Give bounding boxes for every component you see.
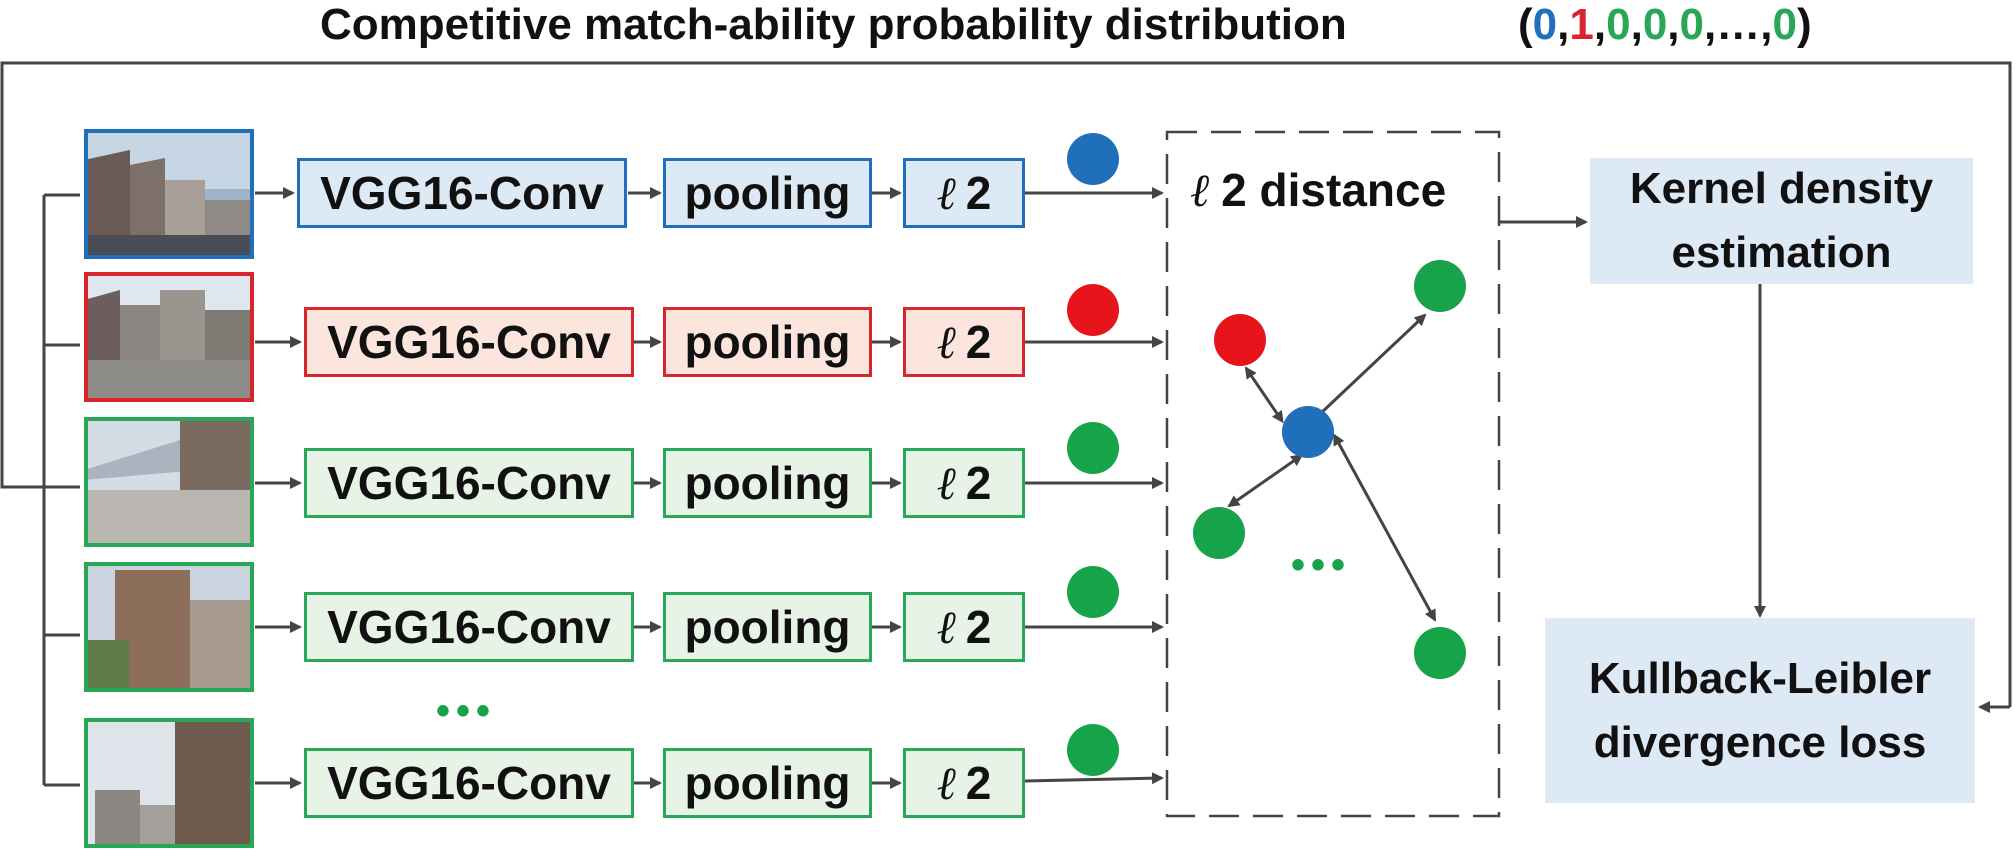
vector-ellipsis: … xyxy=(1716,0,1761,49)
node-negative xyxy=(1414,627,1466,679)
kl-line-1: Kullback-Leibler xyxy=(1588,653,1932,703)
feature-dot-positive xyxy=(1067,284,1119,336)
vector-open: ( xyxy=(1518,0,1533,49)
thumbnail-negative-image xyxy=(84,562,254,692)
feature-dot-negative xyxy=(1067,566,1119,618)
kl-divergence-loss-box: Kullback-Leibler divergence loss xyxy=(1545,618,1975,803)
node-query xyxy=(1282,406,1334,458)
kde-line-2: estimation xyxy=(1671,228,1892,277)
vgg16-conv-block: VGG16-Conv xyxy=(304,592,634,662)
node-positive xyxy=(1214,314,1266,366)
pooling-block: pooling xyxy=(663,307,872,377)
thumbnail-negative-image xyxy=(84,417,254,547)
feature-dot-negative xyxy=(1067,724,1119,776)
vector-item-5: 0 xyxy=(1772,0,1797,49)
vector-item-2: 0 xyxy=(1606,0,1631,49)
distance-graph xyxy=(1227,313,1437,622)
loss-arrows xyxy=(1499,216,1766,618)
vector-item-1: 1 xyxy=(1569,0,1594,49)
kde-line-1: Kernel density xyxy=(1629,164,1934,214)
pooling-block: pooling xyxy=(663,448,872,518)
diagram-title: Competitive match-ability probability di… xyxy=(320,0,1347,49)
node-negative xyxy=(1193,507,1245,559)
feature-dot-negative xyxy=(1067,422,1119,474)
feature-dot-query xyxy=(1067,133,1119,185)
feedback-loop xyxy=(0,61,2012,713)
vector-close: ) xyxy=(1796,0,1812,49)
kl-line-2: divergence loss xyxy=(1593,717,1927,767)
pooling-block: pooling xyxy=(663,748,872,818)
vgg16-conv-block: VGG16-Conv xyxy=(304,307,634,377)
thumbnail-negative-image xyxy=(84,718,254,848)
vgg16-conv-block: VGG16-Conv xyxy=(304,748,634,818)
thumbnail-positive-image xyxy=(84,272,254,402)
vector-item-3: 0 xyxy=(1642,0,1668,49)
rows-ellipsis: ••• xyxy=(436,689,496,733)
pooling-block: pooling xyxy=(663,592,872,662)
feature-dots xyxy=(1067,133,1119,776)
distance-nodes xyxy=(1193,260,1466,679)
vector-item-0: 0 xyxy=(1532,0,1558,49)
row-arrows xyxy=(255,187,1164,789)
kernel-density-estimation-box: Kernel density estimation xyxy=(1590,158,1973,284)
vgg16-conv-block: VGG16-Conv xyxy=(304,448,634,518)
vgg16-conv-block: VGG16-Conv xyxy=(297,158,627,228)
input-bracket xyxy=(42,193,80,787)
vector-item-4: 0 xyxy=(1679,0,1705,49)
probability-vector: (0,1,0,0,0,…,0) xyxy=(1518,0,1812,49)
distance-panel xyxy=(1165,130,1501,818)
pooling-block: pooling xyxy=(663,158,872,228)
node-negative xyxy=(1414,260,1466,312)
thumbnail-query-image xyxy=(84,129,254,259)
distance-ellipsis: ••• xyxy=(1291,543,1351,587)
